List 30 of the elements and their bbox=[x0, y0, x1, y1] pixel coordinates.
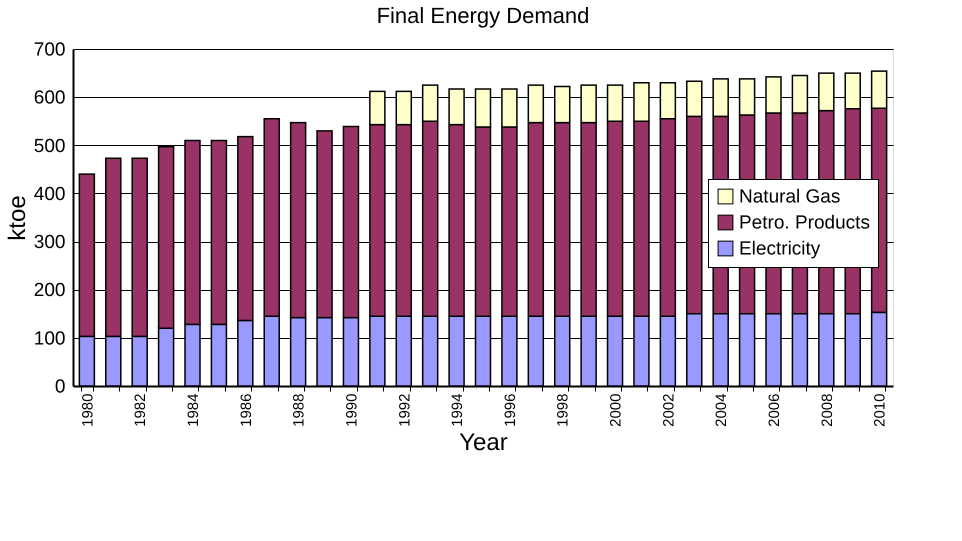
x-tick-label: 1990 bbox=[343, 394, 360, 427]
x-tick-label: 1998 bbox=[554, 394, 572, 427]
x-tick-label: 1986 bbox=[238, 394, 255, 427]
x-tick-label: 1988 bbox=[290, 394, 308, 427]
x-tick-label: 1992 bbox=[396, 394, 414, 427]
x-tick-label: 2008 bbox=[818, 394, 836, 427]
x-axis-title: Year bbox=[459, 428, 508, 456]
y-tick-label: 100 bbox=[34, 328, 66, 350]
x-tick-label: 2002 bbox=[660, 394, 678, 427]
y-tick-label: 500 bbox=[34, 136, 66, 157]
x-tick-label: 2004 bbox=[713, 394, 730, 427]
x-tick-label: 2000 bbox=[608, 394, 625, 427]
y-axis-title: ktoe bbox=[4, 195, 31, 241]
legend-label: Petro. Products bbox=[739, 212, 870, 234]
legend-label: Electricity bbox=[739, 238, 821, 260]
y-tick-label: 400 bbox=[34, 184, 66, 205]
x-tick-label: 2010 bbox=[872, 394, 889, 427]
x-tick-label: 2006 bbox=[766, 394, 783, 427]
y-tick-label: 300 bbox=[34, 232, 66, 254]
y-tick-label: 0 bbox=[54, 376, 66, 398]
chart-title: Final Energy Demand bbox=[376, 3, 590, 28]
y-tick-label: 700 bbox=[34, 40, 66, 60]
x-tick-label: 1984 bbox=[185, 394, 202, 427]
x-tick-label: 1996 bbox=[502, 394, 519, 427]
x-tick-label: 1980 bbox=[79, 394, 96, 427]
y-tick-label: 600 bbox=[34, 88, 66, 109]
x-tick-label: 1982 bbox=[132, 394, 150, 427]
legend-label: Natural Gas bbox=[739, 186, 840, 208]
x-tick-label: 1994 bbox=[449, 394, 466, 427]
y-tick-label: 200 bbox=[34, 280, 66, 302]
